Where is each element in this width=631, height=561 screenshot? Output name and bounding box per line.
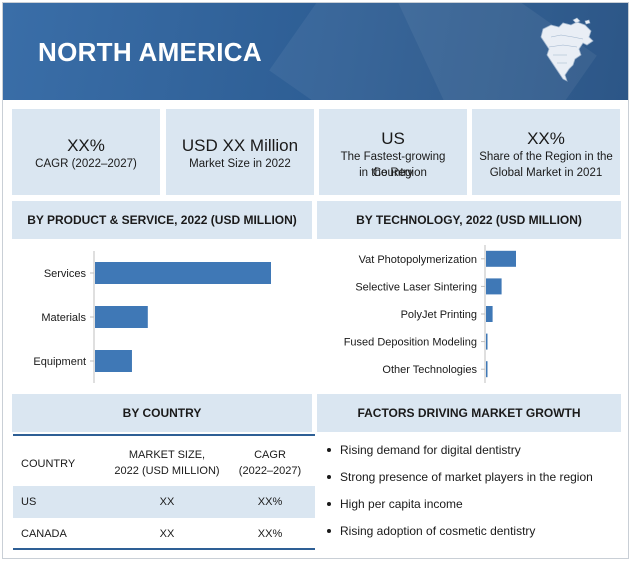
- kpi-label: Market Size in 2022: [189, 158, 291, 170]
- category-label: Other Technologies: [382, 364, 477, 376]
- kpi-value: USD XX Million: [181, 136, 299, 155]
- bar: [486, 278, 502, 295]
- table-cell-country: CANADA: [21, 528, 67, 540]
- list-item: Rising adoption of cosmetic dentistry: [327, 524, 535, 538]
- bar: [95, 262, 271, 284]
- factor-text: Rising adoption of cosmetic dentistry: [340, 524, 536, 538]
- table-row: CANADA XX XX%: [13, 518, 315, 550]
- bar: [486, 306, 493, 322]
- bullet-icon: [327, 474, 331, 479]
- factor-text: High per capita income: [340, 497, 463, 511]
- bar: [486, 361, 488, 378]
- table-cell-cagr: XX%: [257, 528, 283, 540]
- category-label: Materials: [41, 312, 86, 324]
- kpi-region-share: XX% Share of the Region in the Global Ma…: [472, 109, 620, 195]
- bar: [95, 350, 132, 372]
- section-factors-title: FACTORS DRIVING MARKET GROWTH: [317, 394, 621, 432]
- category-label: Fused Deposition Modeling: [344, 337, 477, 349]
- table-cell-country: US: [21, 496, 37, 508]
- kpi-label-line2: Global Market in 2021: [489, 167, 603, 179]
- north-america-map-icon: [540, 17, 594, 82]
- factor-text: Rising demand for digital dentistry: [340, 443, 521, 457]
- category-label: Services: [44, 268, 87, 280]
- section-product-title: BY PRODUCT & SERVICE, 2022 (USD MILLION): [12, 201, 312, 239]
- table-cell-size: XX: [159, 528, 175, 540]
- category-label: Selective Laser Sintering: [355, 281, 477, 293]
- table-cell-size: XX: [159, 496, 175, 508]
- kpi-label-line1: The Fastest-growing Country: [340, 151, 446, 179]
- bar: [95, 306, 148, 328]
- factor-text: Strong presence of market players in the…: [340, 470, 593, 484]
- table-header-cagr-line1: CAGR: [254, 449, 286, 461]
- list-item: Strong presence of market players in the…: [327, 470, 593, 484]
- table-header-size-line1: MARKET SIZE,: [128, 449, 206, 461]
- category-label: Equipment: [33, 356, 86, 368]
- list-item: Rising demand for digital dentistry: [327, 443, 521, 457]
- kpi-market-size: USD XX Million Market Size in 2022: [166, 109, 314, 195]
- kpi-row: XX% CAGR (2022–2027) USD XX Million Mark…: [12, 109, 621, 195]
- list-item: High per capita income: [327, 497, 463, 511]
- table-header-country: COUNTRY: [21, 458, 76, 470]
- bullet-icon: [327, 447, 331, 452]
- kpi-value: XX%: [527, 129, 565, 148]
- kpi-label-line2: in the Region: [359, 167, 427, 179]
- table-row: US XX XX%: [13, 486, 315, 518]
- category-label: Vat Photopolymerization: [359, 254, 477, 266]
- kpi-value: XX%: [67, 136, 105, 155]
- section-technology-title: BY TECHNOLOGY, 2022 (USD MILLION): [317, 201, 621, 239]
- bar: [486, 333, 488, 350]
- bullet-icon: [327, 501, 331, 506]
- bar: [486, 250, 516, 267]
- kpi-label-line1: Share of the Region in the: [479, 151, 613, 163]
- table-header-row: COUNTRY MARKET SIZE, 2022 (USD MILLION) …: [13, 434, 315, 486]
- kpi-fastest-country: US The Fastest-growing Country in the Re…: [319, 109, 467, 195]
- table-header-cagr-line2: (2022–2027): [238, 465, 302, 477]
- kpi-label: CAGR (2022–2027): [35, 158, 137, 170]
- table-cell-cagr: XX%: [257, 496, 283, 508]
- section-country-title: BY COUNTRY: [12, 394, 312, 432]
- header-banner: NORTH AMERICA: [3, 3, 628, 100]
- category-label: PolyJet Printing: [401, 309, 477, 321]
- technology-bar-chart: Vat Photopolymerization Selective Laser S…: [344, 245, 516, 383]
- table-header-size-line2: 2022 (USD MILLION): [114, 465, 220, 477]
- kpi-cagr: XX% CAGR (2022–2027): [12, 109, 160, 195]
- product-bar-chart: Services Materials Equipment: [33, 251, 271, 383]
- bullet-icon: [327, 528, 331, 533]
- page-title: NORTH AMERICA: [38, 37, 262, 67]
- kpi-value: US: [381, 129, 405, 148]
